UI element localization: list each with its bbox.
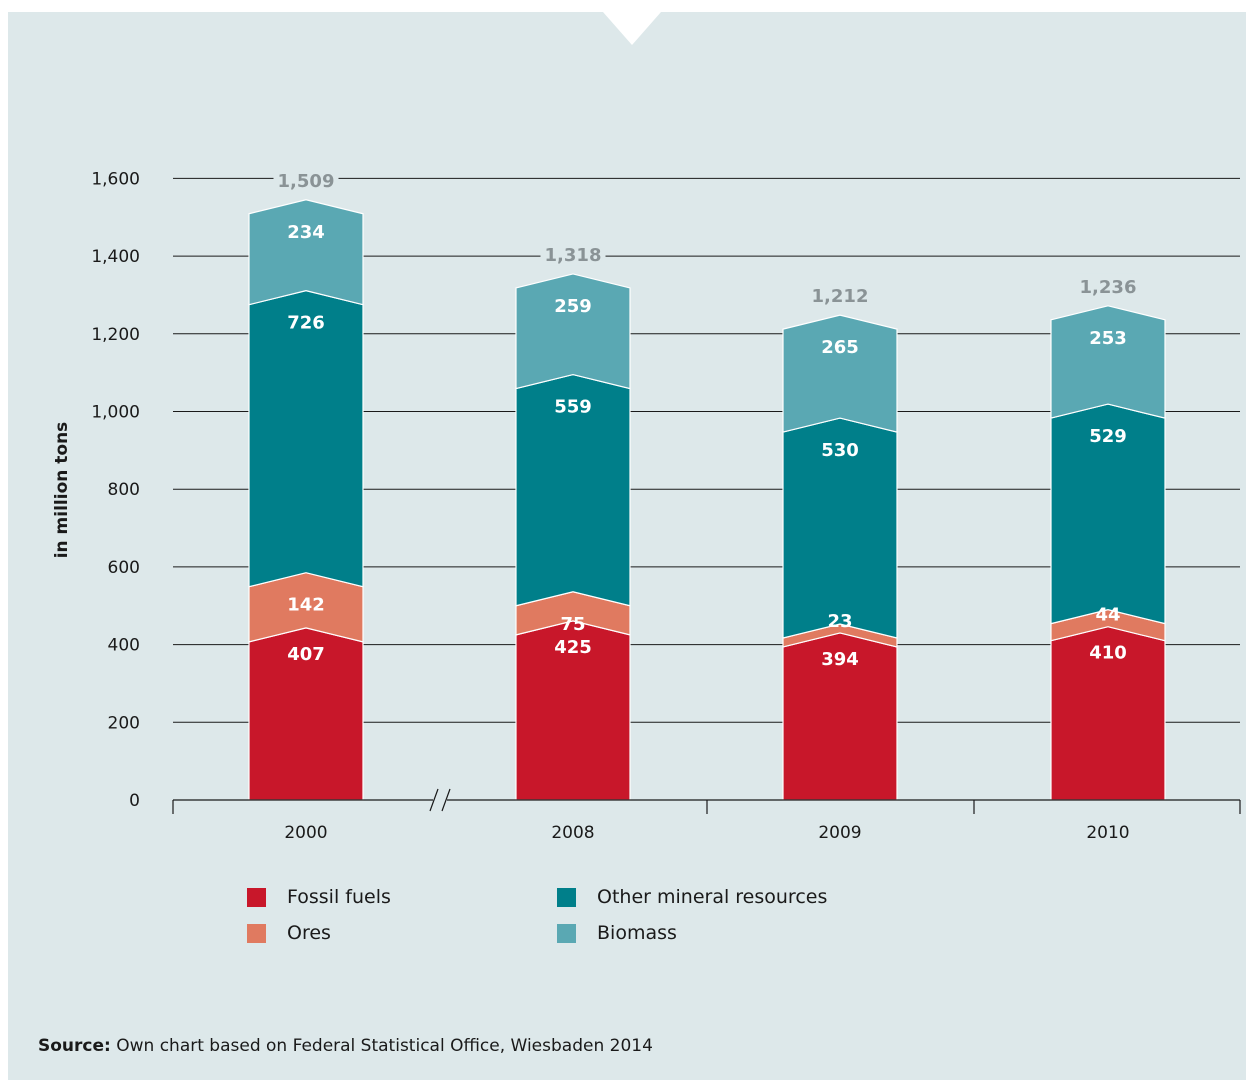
y-tick-label: 0 (129, 791, 140, 811)
y-tick-label: 1,600 (91, 169, 140, 189)
axis-break-gap (433, 796, 447, 804)
total-label-bg (1075, 273, 1141, 298)
y-tick-label: 800 (108, 480, 140, 500)
segment-value-label: 559 (554, 397, 592, 418)
segment-value-label: 23 (827, 611, 852, 632)
y-tick-label: 600 (108, 558, 140, 578)
segment-value-label: 726 (287, 313, 325, 334)
total-value-label: 1,318 (545, 245, 602, 266)
legend-label: Ores (287, 922, 331, 944)
x-tick-label: 2000 (284, 823, 327, 843)
bar-segment (515, 273, 631, 390)
legend-swatch (557, 887, 576, 907)
segment-value-label: 410 (1089, 643, 1127, 664)
segment-value-label: 253 (1089, 328, 1127, 349)
segment-value-label: 530 (821, 440, 859, 461)
total-value-label: 1,509 (278, 171, 335, 192)
total-value-label: 1,236 (1080, 277, 1137, 298)
segment-value-label: 142 (287, 595, 325, 616)
total-label-bg (540, 241, 606, 266)
panel-pointer (603, 12, 661, 45)
y-tick-label: 200 (108, 713, 140, 733)
axis-break-mark (441, 788, 451, 812)
x-tick-label: 2009 (818, 823, 861, 843)
y-tick-label: 400 (108, 636, 140, 656)
segment-value-label: 529 (1089, 426, 1127, 447)
legend-swatch (557, 923, 576, 943)
total-value-label: 1,212 (812, 286, 869, 307)
total-label-bg (807, 283, 873, 308)
bar-segment (248, 290, 364, 588)
segment-value-label: 259 (554, 296, 592, 317)
y-tick-label: 1,000 (91, 403, 140, 423)
legend-item: Fossil fuels (247, 884, 391, 910)
bar-segment (1050, 305, 1166, 419)
bar-segment (782, 314, 898, 433)
bar-segment (248, 199, 364, 306)
source-text: Own chart based on Federal Statistical O… (116, 1036, 653, 1056)
x-tick-label: 2008 (551, 823, 594, 843)
legend-label: Fossil fuels (287, 886, 391, 908)
legend-item: Biomass (557, 920, 677, 946)
legend-label: Other mineral resources (597, 886, 828, 908)
y-axis-label: in million tons (52, 422, 72, 559)
segment-value-label: 407 (287, 644, 325, 665)
legend-item: Ores (247, 920, 331, 946)
x-tick-label: 2010 (1086, 823, 1129, 843)
segment-value-label: 265 (821, 337, 859, 358)
legend: Fossil fuels Ores Other mineral resources B… (247, 884, 947, 954)
legend-label: Biomass (597, 922, 677, 944)
legend-swatch (247, 887, 266, 907)
segment-value-label: 425 (554, 637, 592, 658)
y-tick-label: 1,200 (91, 325, 140, 345)
legend-item: Other mineral resources (557, 884, 827, 910)
total-label-bg (273, 167, 339, 192)
segment-value-label: 44 (1095, 605, 1120, 626)
segment-value-label: 75 (560, 614, 585, 635)
segment-value-label: 394 (821, 649, 859, 670)
segment-value-label: 234 (287, 222, 325, 243)
legend-swatch (247, 923, 266, 943)
source-label: Source: (38, 1036, 111, 1056)
axis-break-mark (429, 788, 439, 812)
source-note: Source: Own chart based on Federal Stati… (38, 1036, 653, 1056)
y-tick-label: 1,400 (91, 247, 140, 267)
